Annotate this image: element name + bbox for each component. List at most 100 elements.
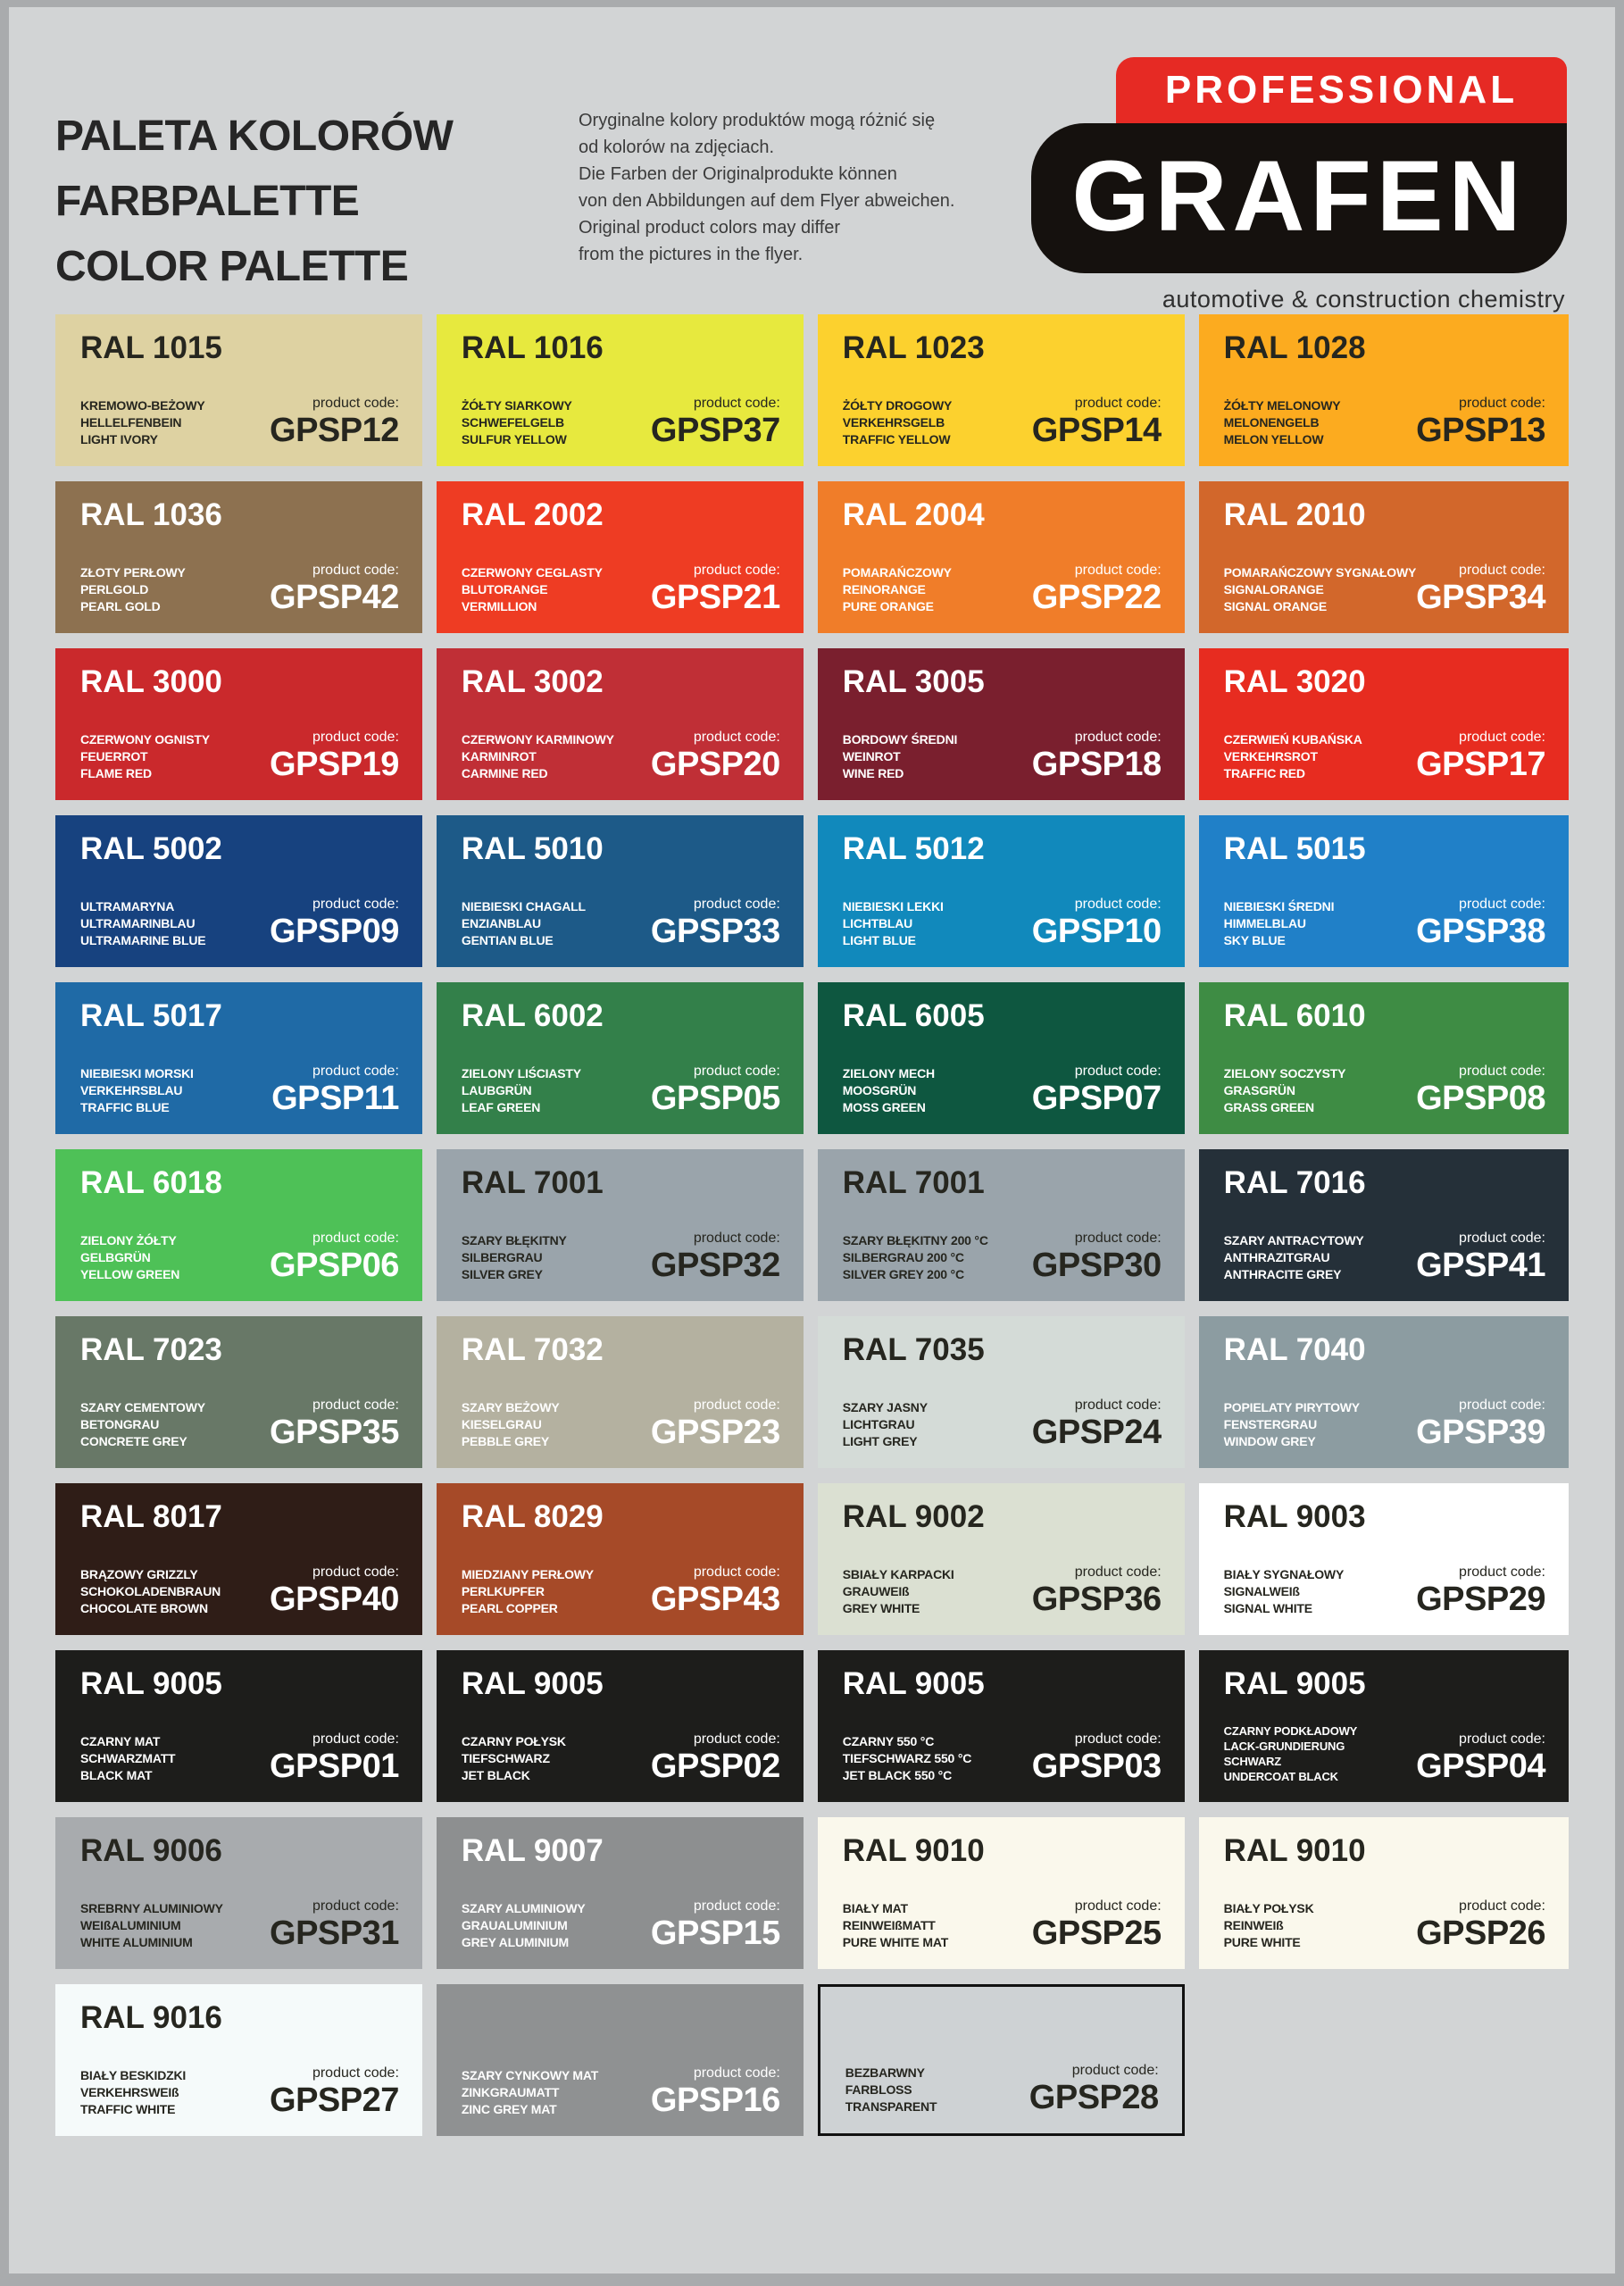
color-name-line: BORDOWY ŚREDNI bbox=[842, 732, 958, 747]
product-code-label: product code: bbox=[693, 1731, 780, 1747]
color-swatch: RAL 7040 POPIELATY PIRYTOWY FENSTERGRAU WI… bbox=[1198, 1316, 1569, 1468]
product-code-label: product code: bbox=[1459, 1731, 1545, 1747]
product-code-label: product code: bbox=[312, 1898, 399, 1914]
product-code-value: GPSP36 bbox=[1031, 1581, 1162, 1618]
product-code-label: product code: bbox=[312, 1564, 399, 1580]
color-name-line: SZARY JASNY bbox=[842, 1400, 928, 1414]
product-code-label: product code: bbox=[312, 396, 399, 411]
color-name-line: TIEFSCHWARZ bbox=[461, 1751, 550, 1765]
color-swatch: RAL 3002 CZERWONY KARMINOWY KARMINROT CARM… bbox=[436, 648, 804, 800]
color-names: CZARNY MAT SCHWARZMATT BLACK MAT bbox=[80, 1733, 176, 1784]
color-name-line: FARBLOSS bbox=[845, 2082, 912, 2097]
product-code-block: product code: GPSP40 bbox=[270, 1564, 399, 1617]
color-name-line: PURE WHITE bbox=[1223, 1935, 1301, 1949]
color-swatch: RAL 3005 BORDOWY ŚREDNI WEINROT WINE RED p… bbox=[817, 648, 1185, 800]
color-name-line: ŻÓŁTY SIARKOWY bbox=[461, 398, 572, 413]
product-code-value: GPSP12 bbox=[270, 412, 399, 449]
grafen-logo: PROFESSIONAL GRAFEN automotive & constru… bbox=[1031, 57, 1567, 313]
ral-number: RAL 6018 bbox=[80, 1165, 222, 1200]
color-names: ŻÓŁTY MELONOWY MELONENGELB MELON YELLOW bbox=[1224, 397, 1341, 448]
product-code-block: product code: GPSP08 bbox=[1416, 1063, 1545, 1116]
product-code-label: product code: bbox=[312, 1231, 399, 1246]
disclaimer-line: od kolorów na zdjęciach. bbox=[579, 138, 775, 157]
ral-number: RAL 9010 bbox=[842, 1833, 985, 1868]
color-names: SZARY BEŻOWY KIESELGRAU PEBBLE GREY bbox=[462, 1399, 560, 1450]
color-name-line: PEBBLE GREY bbox=[461, 1434, 550, 1448]
color-name-line: ULTRAMARYNA bbox=[80, 899, 175, 914]
product-code-value: GPSP17 bbox=[1416, 746, 1545, 783]
color-names: ŻÓŁTY DROGOWY VERKEHRSGELB TRAFFIC YELLOW bbox=[843, 397, 953, 448]
color-name-line: ZŁOTY PERŁOWY bbox=[80, 565, 186, 580]
color-name-line: GRAUWEIß bbox=[842, 1584, 910, 1598]
color-name-line: VERMILLION bbox=[461, 599, 537, 613]
product-code-label: product code: bbox=[693, 1397, 780, 1413]
product-code-block: product code: GPSP41 bbox=[1416, 1230, 1545, 1283]
product-code-label: product code: bbox=[1459, 1564, 1545, 1580]
disclaimer-line: Die Farben der Originalprodukte können bbox=[579, 164, 897, 184]
logo-brand-name: GRAFEN bbox=[1031, 123, 1567, 273]
color-name-line: SZARY BEŻOWY bbox=[461, 1400, 560, 1414]
color-name-line: REINWEIß bbox=[1223, 1918, 1284, 1932]
color-swatch: RAL 6005 ZIELONY MECH MOOSGRÜN MOSS GREEN … bbox=[817, 982, 1185, 1134]
color-name-line: SILVER GREY 200 °C bbox=[842, 1267, 964, 1281]
product-code-block: product code: GPSP16 bbox=[651, 2065, 780, 2118]
color-names: SBIAŁY KARPACKI GRAUWEIß GREY WHITE bbox=[843, 1566, 954, 1617]
color-name-line: SIGNALWEIß bbox=[1223, 1584, 1300, 1598]
color-swatch: RAL 7001 SZARY BŁĘKITNY 200 °C SILBERGRAU… bbox=[817, 1149, 1185, 1301]
color-name-line: GRASGRÜN bbox=[1223, 1083, 1295, 1097]
ral-number: RAL 6005 bbox=[842, 998, 985, 1033]
color-names: POMARAŃCZOWY REINORANGE PURE ORANGE bbox=[843, 564, 952, 615]
color-names: BIAŁY MAT REINWEIßMATT PURE WHITE MAT bbox=[843, 1900, 948, 1951]
color-name-line: WINDOW GREY bbox=[1223, 1434, 1316, 1448]
color-swatch: RAL 2004 POMARAŃCZOWY REINORANGE PURE ORAN… bbox=[817, 481, 1185, 633]
product-code-value: GPSP20 bbox=[650, 746, 780, 783]
color-name-line: CZERWIEŃ KUBAŃSKA bbox=[1223, 732, 1362, 747]
product-code-value: GPSP37 bbox=[650, 412, 780, 449]
ral-number: RAL 9016 bbox=[80, 2000, 222, 2035]
product-code-value: GPSP06 bbox=[270, 1247, 399, 1284]
product-code-value: GPSP14 bbox=[1031, 412, 1162, 449]
product-code-value: GPSP39 bbox=[1416, 1414, 1545, 1451]
color-name-line: FLAME RED bbox=[80, 766, 152, 780]
product-code-block: product code: GPSP35 bbox=[270, 1397, 399, 1450]
color-names: NIEBIESKI LEKKI LICHTBLAU LIGHT BLUE bbox=[843, 898, 944, 949]
color-name-line: ZIELONY LIŚCIASTY bbox=[461, 1066, 581, 1080]
color-names: SZARY BŁĘKITNY SILBERGRAU SILVER GREY bbox=[462, 1232, 567, 1283]
color-swatch: RAL 6018 ZIELONY ŻÓŁTY GELBGRÜN YELLOW GRE… bbox=[55, 1149, 422, 1301]
color-name-line: WEINROT bbox=[842, 749, 901, 763]
product-code-label: product code: bbox=[1074, 563, 1162, 578]
color-name-line: SULFUR YELLOW bbox=[461, 432, 567, 446]
product-code-label: product code: bbox=[312, 730, 399, 745]
color-swatch: SZARY CYNKOWY MAT ZINKGRAUMATT ZINC GREY M… bbox=[436, 1984, 804, 2136]
ral-number: RAL 7001 bbox=[842, 1165, 985, 1200]
color-name-line: GREY WHITE bbox=[842, 1601, 920, 1615]
color-name-line: ANTHRACITE GREY bbox=[1223, 1267, 1342, 1281]
product-code-value: GPSP31 bbox=[270, 1915, 399, 1952]
product-code-label: product code: bbox=[1459, 1898, 1545, 1914]
color-name-line: SILBERGRAU bbox=[461, 1250, 543, 1264]
color-names: POMARAŃCZOWY SYGNAŁOWY SIGNALORANGE SIGNAL… bbox=[1224, 564, 1417, 615]
color-name-line: LIGHT BLUE bbox=[842, 933, 916, 947]
color-name-line: GRAUALUMINIUM bbox=[461, 1918, 568, 1932]
color-name-line: SZARY ALUMINIOWY bbox=[461, 1901, 586, 1915]
color-name-line: BIAŁY BESKIDZKI bbox=[80, 2068, 187, 2082]
color-name-line: VERKEHRSBLAU bbox=[80, 1083, 183, 1097]
ral-number: RAL 7035 bbox=[842, 1332, 985, 1367]
color-names: CZERWONY KARMINOWY KARMINROT CARMINE RED bbox=[462, 731, 614, 782]
product-code-label: product code: bbox=[693, 1064, 780, 1079]
product-code-block: product code: GPSP04 bbox=[1416, 1731, 1545, 1784]
color-name-line: WINE RED bbox=[842, 766, 904, 780]
product-code-value: GPSP42 bbox=[270, 579, 399, 616]
color-name-line: SZARY CEMENTOWY bbox=[80, 1400, 205, 1414]
color-disclaimer: Oryginalne kolory produktów mogą różnić … bbox=[579, 107, 954, 268]
color-name-line: SKY BLUE bbox=[1223, 933, 1286, 947]
ral-number: RAL 7023 bbox=[80, 1332, 222, 1367]
title-line-en: COLOR PALETTE bbox=[55, 243, 409, 290]
title-line-pl: PALETA KOLORÓW bbox=[55, 113, 454, 160]
color-name-line: JET BLACK 550 °C bbox=[842, 1768, 952, 1782]
color-name-line: VERKEHRSROT bbox=[1223, 749, 1318, 763]
product-code-label: product code: bbox=[1459, 1064, 1545, 1079]
color-name-line: JET BLACK bbox=[461, 1768, 530, 1782]
color-swatch: RAL 7023 SZARY CEMENTOWY BETONGRAU CONCRET… bbox=[55, 1316, 422, 1468]
color-name-line: CZARNY MAT bbox=[80, 1734, 161, 1748]
